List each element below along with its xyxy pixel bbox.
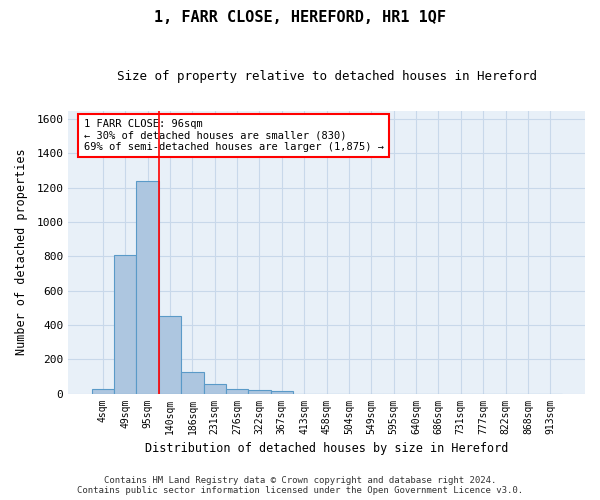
Bar: [226, 389, 248, 394]
Bar: [248, 390, 271, 394]
Text: 1 FARR CLOSE: 96sqm
← 30% of detached houses are smaller (830)
69% of semi-detac: 1 FARR CLOSE: 96sqm ← 30% of detached ho…: [83, 119, 383, 152]
Bar: [271, 391, 293, 394]
Bar: [114, 254, 136, 394]
Bar: [92, 390, 114, 394]
Y-axis label: Number of detached properties: Number of detached properties: [15, 148, 28, 356]
Text: Contains HM Land Registry data © Crown copyright and database right 2024.
Contai: Contains HM Land Registry data © Crown c…: [77, 476, 523, 495]
Title: Size of property relative to detached houses in Hereford: Size of property relative to detached ho…: [116, 70, 536, 83]
Bar: [159, 316, 181, 394]
X-axis label: Distribution of detached houses by size in Hereford: Distribution of detached houses by size …: [145, 442, 508, 455]
Bar: [181, 372, 203, 394]
Text: 1, FARR CLOSE, HEREFORD, HR1 1QF: 1, FARR CLOSE, HEREFORD, HR1 1QF: [154, 10, 446, 25]
Bar: [136, 181, 159, 394]
Bar: [203, 384, 226, 394]
